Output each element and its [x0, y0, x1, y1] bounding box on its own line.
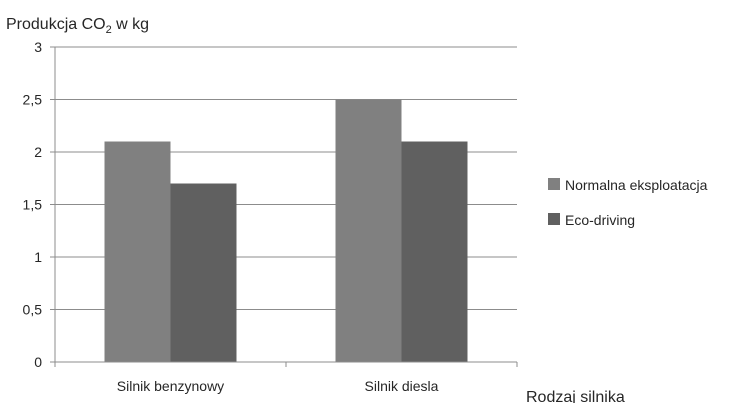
legend-label: Eco-driving	[565, 212, 635, 228]
y-tick-label: 2	[34, 144, 42, 160]
axes	[50, 46, 518, 367]
bar-normal-0	[104, 141, 171, 362]
y-title-subscript: 2	[106, 24, 112, 36]
x-category-label: Silnik benzynowy	[117, 378, 224, 394]
y-tick-label: 1,5	[23, 197, 43, 213]
y-tick-label: 1	[34, 249, 42, 265]
x-category-labels: Silnik benzynowy Silnik diesla	[117, 378, 439, 394]
legend-swatch	[548, 178, 560, 190]
bar-normal-1	[335, 99, 402, 362]
x-category-label: Silnik diesla	[365, 378, 439, 394]
legend-label: Normalna eksploatacja	[565, 177, 708, 193]
bars	[104, 99, 468, 362]
bar-eco-0	[170, 183, 237, 362]
legend-swatch	[548, 213, 560, 225]
y-tick-label: 0,5	[23, 302, 43, 318]
bar-eco-1	[401, 141, 468, 362]
y-title-part: Produkcja CO	[6, 16, 106, 33]
legend: Normalna eksploatacja Eco-driving	[548, 177, 708, 228]
y-axis-title: Produkcja CO2 w kg	[6, 16, 149, 36]
y-tick-label: 2,5	[23, 92, 43, 108]
y-tick-label: 3	[34, 39, 42, 55]
y-title-part: w kg	[112, 16, 149, 33]
y-tick-label: 0	[34, 354, 42, 370]
x-axis-title: Rodzaj silnika	[526, 389, 625, 403]
y-tick-labels: 0 0,5 1 1,5 2 2,5 3	[23, 39, 43, 370]
